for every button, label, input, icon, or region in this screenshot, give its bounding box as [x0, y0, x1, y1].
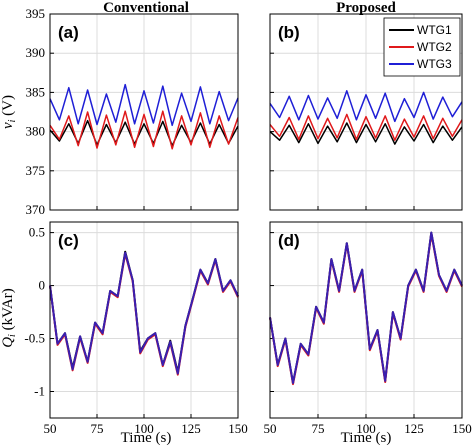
- series-line-wtg3: [49, 251, 239, 375]
- series-line-wtg3: [49, 83, 239, 127]
- panel-c: 50 75 100 125 150 -1 -0.5 0 0.5 (c): [24, 221, 248, 436]
- x-tick-label: 150: [228, 421, 248, 436]
- x-tick-label: 100: [356, 421, 376, 436]
- axes-frame: [49, 221, 239, 419]
- column-title-conventional: Conventional: [103, 0, 189, 16]
- y-tick-label: 385: [26, 84, 46, 99]
- panel-label: (c): [58, 231, 79, 250]
- series-line-wtg3: [269, 231, 463, 384]
- panel-a: 370 375 380 385 390 395 (a): [26, 6, 239, 217]
- x-tick-label: 75: [312, 421, 325, 436]
- axes-frame: [269, 13, 463, 211]
- y-tick-label: 395: [26, 6, 46, 21]
- y-tick-label: 0: [39, 278, 46, 293]
- panel-label: (b): [278, 23, 300, 42]
- panel-d: 50 75 100 125 150 (d): [264, 221, 472, 436]
- series-line-wtg2: [269, 113, 463, 141]
- x-tick-label: 100: [134, 421, 154, 436]
- panel-b: (b) WTG1 WTG2 WTG3: [269, 13, 463, 211]
- column-title-proposed: Proposed: [336, 0, 396, 16]
- panel-label: (a): [58, 23, 79, 42]
- ylabel-bottom: Qi (kVAr): [0, 288, 18, 348]
- legend-label-wtg2: WTG2: [417, 40, 452, 54]
- y-tick-label: -0.5: [24, 331, 45, 346]
- x-tick-label: 125: [181, 421, 201, 436]
- y-tick-label: 380: [26, 124, 46, 139]
- x-tick-label: 50: [44, 421, 57, 436]
- panel-label: (d): [278, 231, 300, 250]
- x-tick-label: 150: [452, 421, 472, 436]
- y-tick-label: -1: [34, 384, 45, 399]
- x-tick-label: 75: [91, 421, 104, 436]
- series-line-wtg1: [269, 122, 463, 145]
- y-tick-label: 0.5: [29, 225, 45, 240]
- y-tick-label: 390: [26, 45, 46, 60]
- series-line-wtg2: [49, 110, 239, 150]
- xlabel-left: Time (s): [121, 430, 172, 446]
- legend-label-wtg3: WTG3: [417, 57, 452, 71]
- xlabel-right: Time (s): [341, 430, 392, 446]
- axes-frame: [49, 13, 239, 211]
- x-tick-label: 50: [264, 421, 277, 436]
- x-tick-label: 125: [404, 421, 424, 436]
- ylabel-top: vi (V): [0, 95, 18, 129]
- series-line-wtg3: [269, 90, 463, 123]
- axes-frame: [269, 221, 463, 419]
- legend-label-wtg1: WTG1: [417, 23, 452, 37]
- y-tick-label: 370: [26, 202, 46, 217]
- y-tick-label: 375: [26, 163, 46, 178]
